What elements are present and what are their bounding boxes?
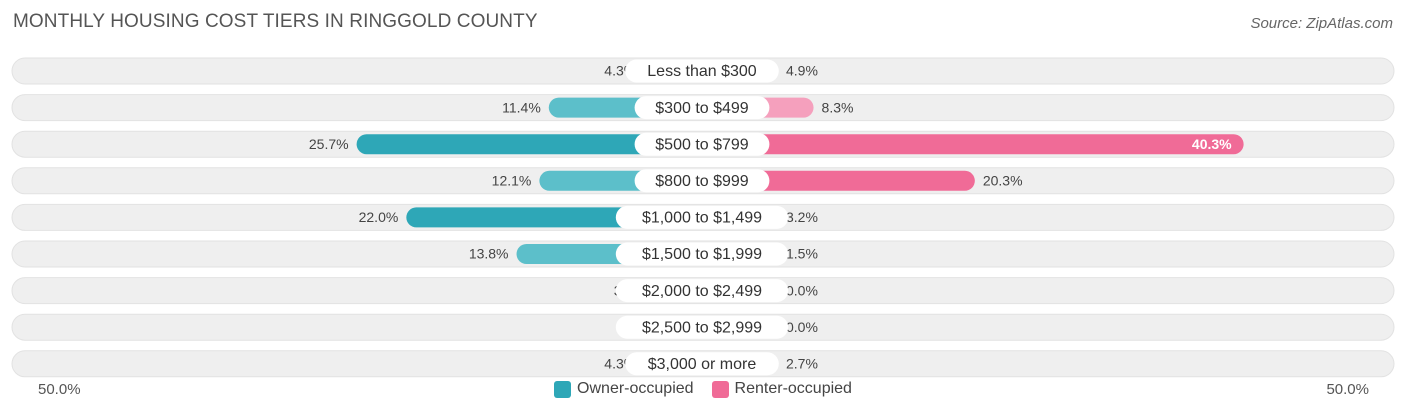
- renter-swatch-icon: [711, 380, 729, 398]
- category-pill: [615, 205, 789, 229]
- legend-renter-label: Renter-occupied: [734, 380, 852, 397]
- category-pill: [625, 352, 779, 376]
- owner-value-label: 22.0%: [359, 209, 399, 225]
- renter-value-label: 4.9%: [786, 63, 818, 79]
- legend-item-renter[interactable]: Renter-occupied: [711, 380, 852, 398]
- renter-value-label: 20.3%: [983, 173, 1023, 189]
- chart-title: MONTHLY HOUSING COST TIERS IN RINGGOLD C…: [13, 11, 538, 32]
- renter-value-label: 40.3%: [1192, 136, 1232, 152]
- renter-value-label: 2.7%: [786, 356, 818, 372]
- category-label: $300 to $499: [655, 100, 749, 117]
- category-label: $1,000 to $1,499: [642, 210, 762, 227]
- category-pill: [615, 315, 789, 339]
- category-pill: [634, 96, 770, 120]
- renter-value-label: 0.0%: [786, 282, 818, 298]
- owner-bar: [356, 134, 702, 155]
- axis-left-label: 50.0%: [38, 381, 81, 398]
- owner-value-label: 11.4%: [502, 99, 541, 115]
- legend: Owner-occupied Renter-occupied: [0, 380, 1406, 398]
- legend-item-owner[interactable]: Owner-occupied: [554, 380, 694, 398]
- owner-value-label: 12.1%: [492, 173, 532, 189]
- category-pill: [615, 242, 789, 266]
- renter-bar: [702, 134, 1244, 155]
- category-label: $2,500 to $2,999: [642, 319, 762, 336]
- renter-value-label: 1.5%: [786, 246, 818, 262]
- category-label: $800 to $999: [655, 173, 749, 190]
- category-label: Less than $300: [647, 63, 757, 80]
- category-pill: [615, 279, 789, 303]
- renter-bar: [702, 170, 975, 191]
- category-pill: [634, 169, 770, 193]
- renter-value-label: 0.0%: [786, 319, 818, 335]
- category-pill: [625, 59, 779, 83]
- owner-value-label: 25.7%: [309, 136, 349, 152]
- axis-right-label: 50.0%: [1326, 381, 1369, 398]
- category-label: $500 to $799: [655, 136, 749, 153]
- category-label: $2,000 to $2,499: [642, 283, 762, 300]
- owner-value-label: 13.8%: [469, 246, 509, 262]
- source-label: Source: ZipAtlas.com: [1250, 15, 1393, 32]
- renter-value-label: 3.2%: [786, 209, 818, 225]
- legend-owner-label: Owner-occupied: [577, 380, 694, 397]
- category-label: $1,500 to $1,999: [642, 246, 762, 263]
- renter-value-label: 8.3%: [822, 99, 854, 115]
- category-pill: [634, 132, 770, 156]
- category-label: $3,000 or more: [648, 356, 757, 373]
- owner-swatch-icon: [554, 380, 572, 398]
